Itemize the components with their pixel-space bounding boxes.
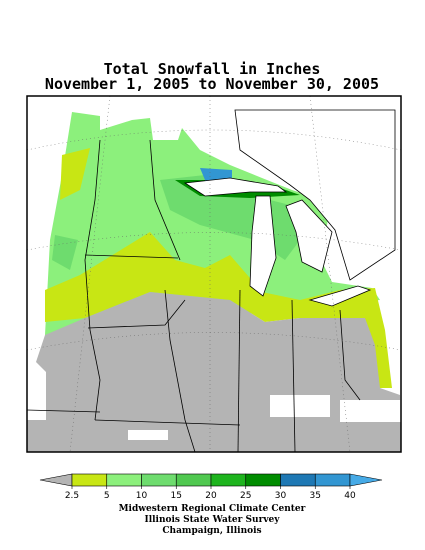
legend-tick-label: 10 <box>136 491 148 501</box>
title: November 1, 2005 to November 30, 2005 <box>45 75 379 93</box>
title: Total Snowfall in Inches <box>104 60 321 78</box>
legend-tick-label: 15 <box>171 491 182 501</box>
legend-swatch <box>141 473 177 487</box>
legend-tick-label: 20 <box>205 491 217 501</box>
legend-swatch <box>280 473 316 487</box>
legend-tick-label: 2.5 <box>65 491 79 501</box>
legend-swatch <box>106 473 142 487</box>
legend-swatch <box>175 473 212 487</box>
legend: 2.5 5 10 15 20 25 30 35 40 <box>39 473 383 501</box>
legend-tick-label: 25 <box>240 491 251 501</box>
legend-swatch <box>314 473 351 487</box>
legend-swatch <box>245 473 281 487</box>
footer-line: Illinois State Water Survey <box>144 515 280 525</box>
legend-swatch <box>210 473 247 487</box>
legend-tick-label: 30 <box>275 491 287 501</box>
legend-swatch <box>71 473 108 487</box>
legend-arrow <box>39 473 73 487</box>
map <box>26 95 402 453</box>
legend-tick-label: 40 <box>344 491 356 501</box>
legend-tick-label: 35 <box>310 491 321 501</box>
legend-arrow <box>349 473 383 487</box>
legend-tick-label: 5 <box>104 491 110 501</box>
footer-line: Midwestern Regional Climate Center <box>119 504 306 514</box>
footer-line: Champaign, Illinois <box>162 526 261 536</box>
